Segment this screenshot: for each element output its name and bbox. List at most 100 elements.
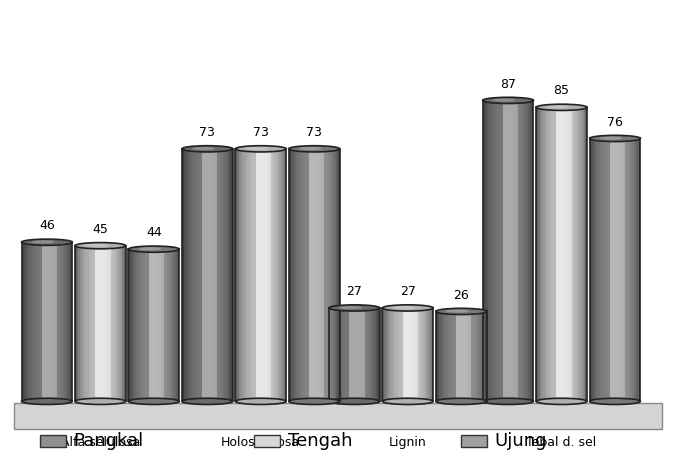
Bar	[169, 249, 170, 401]
Bar	[480, 311, 481, 401]
Bar	[154, 249, 155, 401]
Bar	[456, 311, 458, 401]
Bar	[104, 246, 106, 401]
Bar	[309, 149, 311, 401]
Ellipse shape	[446, 310, 469, 313]
Ellipse shape	[299, 147, 322, 150]
Bar	[182, 149, 183, 401]
Bar	[448, 311, 449, 401]
Bar	[281, 149, 283, 401]
Bar	[140, 249, 142, 401]
Bar	[421, 308, 423, 401]
Bar	[432, 308, 433, 401]
Bar	[134, 249, 135, 401]
Bar	[71, 242, 72, 401]
Bar	[128, 249, 179, 401]
Text: Pangkal: Pangkal	[74, 432, 144, 450]
Bar	[622, 139, 623, 401]
Bar	[634, 139, 636, 401]
Bar	[603, 139, 605, 401]
Bar	[409, 308, 411, 401]
Bar	[366, 308, 368, 401]
Bar	[538, 107, 539, 401]
Bar	[368, 308, 370, 401]
Bar	[639, 139, 640, 401]
Bar	[481, 311, 484, 401]
Bar	[147, 249, 149, 401]
Bar	[82, 246, 83, 401]
Bar	[523, 100, 525, 401]
Bar	[558, 107, 560, 401]
Ellipse shape	[22, 398, 72, 405]
Ellipse shape	[22, 239, 72, 245]
Ellipse shape	[192, 147, 215, 150]
Text: 44: 44	[146, 226, 162, 239]
Bar	[235, 149, 237, 401]
Bar	[436, 311, 438, 401]
Bar	[196, 149, 197, 401]
Bar	[507, 100, 508, 401]
Bar	[40, 242, 42, 401]
Bar	[276, 149, 278, 401]
Bar	[89, 246, 90, 401]
Bar	[22, 242, 23, 401]
Ellipse shape	[128, 398, 179, 405]
Bar	[122, 246, 124, 401]
Bar	[137, 249, 138, 401]
Text: Tebal d. sel: Tebal d. sel	[527, 436, 597, 449]
Bar	[87, 246, 89, 401]
Bar	[295, 149, 297, 401]
Bar	[425, 308, 426, 401]
Bar	[593, 139, 595, 401]
Bar	[554, 107, 557, 401]
Bar	[398, 308, 400, 401]
Bar	[471, 311, 473, 401]
Bar	[23, 242, 25, 401]
Bar	[490, 100, 491, 401]
Ellipse shape	[75, 398, 125, 405]
Bar	[518, 100, 520, 401]
Bar	[201, 149, 203, 401]
Bar	[329, 308, 380, 401]
Bar	[602, 139, 603, 401]
Bar	[458, 311, 460, 401]
Bar	[164, 249, 166, 401]
Bar	[187, 149, 189, 401]
Bar	[404, 308, 406, 401]
Bar	[636, 139, 637, 401]
Bar	[192, 149, 194, 401]
Bar	[334, 308, 336, 401]
Bar	[567, 107, 568, 401]
Bar	[378, 308, 380, 401]
Bar	[14, 403, 662, 429]
Ellipse shape	[235, 146, 286, 152]
Bar	[204, 149, 206, 401]
Bar	[100, 246, 102, 401]
Bar	[124, 246, 125, 401]
Bar	[316, 149, 318, 401]
Ellipse shape	[483, 97, 533, 103]
Bar	[391, 308, 393, 401]
Bar	[453, 311, 454, 401]
Ellipse shape	[289, 398, 340, 405]
Bar	[400, 308, 401, 401]
Ellipse shape	[536, 398, 587, 405]
Bar	[194, 149, 196, 401]
Bar	[301, 149, 302, 401]
Text: 26: 26	[454, 289, 469, 302]
Bar	[329, 149, 331, 401]
Bar	[197, 149, 199, 401]
Bar	[461, 311, 463, 401]
Bar	[312, 149, 314, 401]
Bar	[608, 139, 610, 401]
Bar	[441, 311, 443, 401]
Ellipse shape	[85, 244, 108, 247]
Bar	[65, 242, 68, 401]
Bar	[620, 139, 622, 401]
Bar	[403, 308, 404, 401]
Bar	[582, 107, 584, 401]
Bar	[149, 249, 151, 401]
Bar	[341, 308, 342, 401]
Ellipse shape	[393, 306, 415, 309]
Bar	[500, 100, 501, 401]
